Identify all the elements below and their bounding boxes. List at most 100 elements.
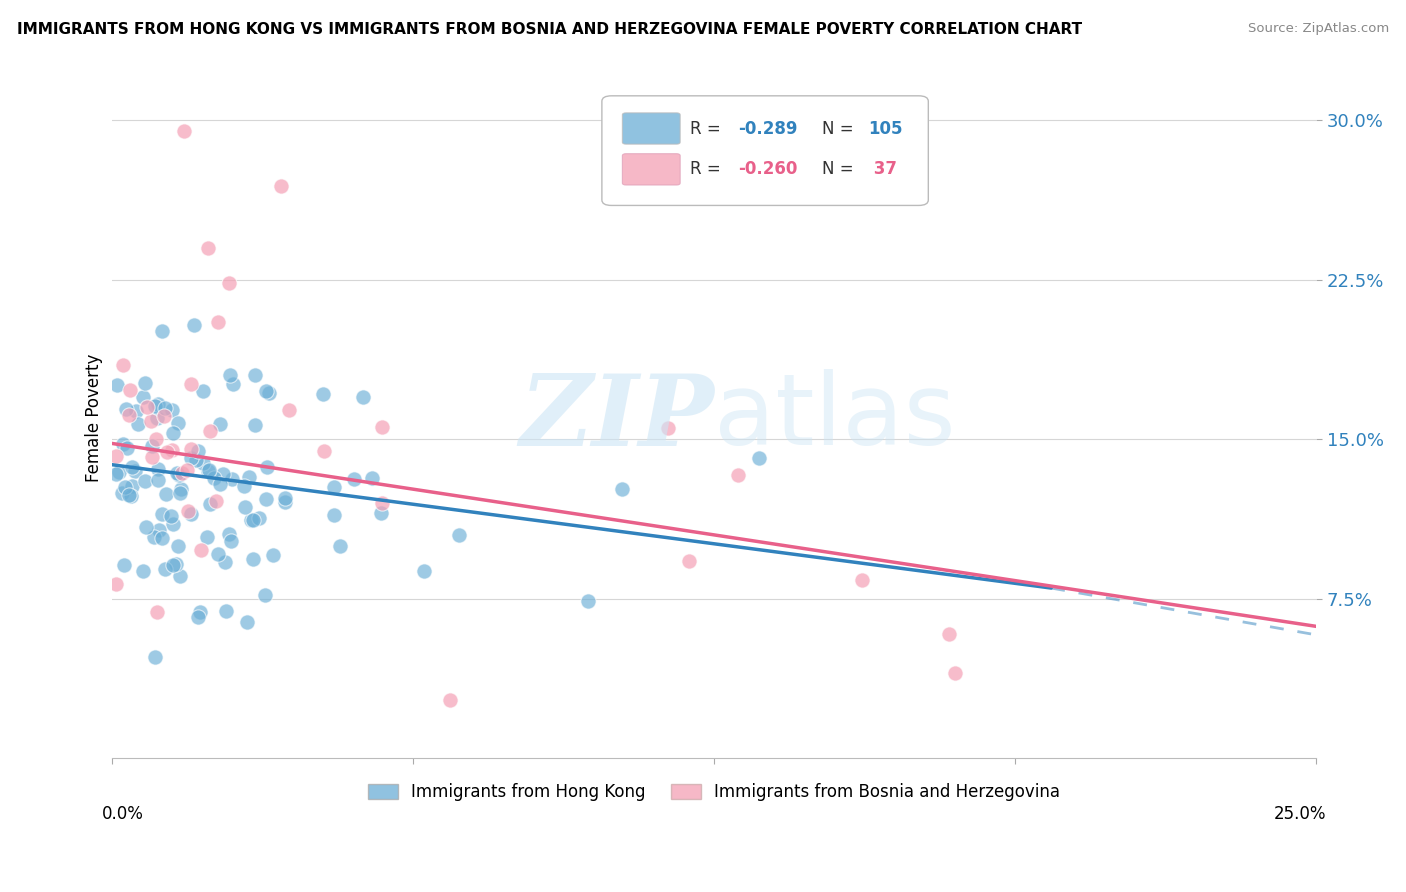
Point — [150, 507, 173, 521]
Point — [153, 409, 176, 424]
Point — [187, 610, 209, 624]
Point — [207, 548, 229, 562]
Point — [198, 497, 221, 511]
Point — [242, 513, 264, 527]
Point — [111, 486, 134, 500]
Point — [191, 384, 214, 399]
Point — [214, 555, 236, 569]
Text: -0.260: -0.260 — [738, 161, 797, 178]
Point — [221, 472, 243, 486]
Point — [262, 548, 284, 562]
Point — [120, 383, 142, 397]
Point — [202, 471, 225, 485]
Point — [180, 377, 202, 392]
Point — [243, 368, 266, 382]
Text: -0.289: -0.289 — [738, 120, 797, 137]
Point — [371, 420, 394, 434]
Point — [112, 358, 135, 372]
Point — [412, 565, 434, 579]
Point — [135, 520, 157, 534]
Point — [160, 442, 183, 457]
Point — [197, 241, 219, 255]
Text: ZIP: ZIP — [519, 369, 714, 467]
Point — [198, 463, 221, 477]
Point — [167, 468, 190, 483]
Text: IMMIGRANTS FROM HONG KONG VS IMMIGRANTS FROM BOSNIA AND HERZEGOVINA FEMALE POVER: IMMIGRANTS FROM HONG KONG VS IMMIGRANTS … — [17, 22, 1083, 37]
Point — [176, 463, 198, 477]
Point — [322, 480, 344, 494]
Point — [118, 408, 141, 422]
FancyBboxPatch shape — [623, 113, 681, 145]
Point — [148, 474, 170, 488]
Point — [120, 490, 142, 504]
Point — [253, 589, 276, 603]
Point — [162, 558, 184, 573]
Point — [150, 531, 173, 545]
Point — [943, 666, 966, 681]
Point — [125, 403, 148, 417]
Point — [343, 472, 366, 486]
Point — [167, 539, 190, 553]
Point — [238, 470, 260, 484]
Point — [141, 439, 163, 453]
Point — [188, 605, 211, 619]
Point — [610, 482, 633, 496]
Point — [218, 527, 240, 541]
Point — [205, 493, 228, 508]
Point — [139, 414, 162, 428]
Point — [105, 449, 128, 463]
Point — [105, 467, 128, 481]
Point — [576, 594, 599, 608]
Point — [257, 386, 280, 401]
Point — [148, 524, 170, 538]
Legend: Immigrants from Hong Kong, Immigrants from Bosnia and Herzegovina: Immigrants from Hong Kong, Immigrants fr… — [368, 783, 1060, 801]
Point — [748, 451, 770, 466]
Point — [938, 627, 960, 641]
Point — [274, 495, 297, 509]
Point — [180, 450, 202, 465]
Point — [851, 573, 873, 587]
Point — [312, 444, 335, 458]
Point — [727, 468, 749, 483]
Text: 0.0%: 0.0% — [103, 805, 143, 823]
Point — [162, 517, 184, 532]
Point — [187, 443, 209, 458]
Point — [145, 650, 167, 665]
Point — [169, 486, 191, 500]
Point — [105, 378, 128, 392]
Point — [131, 390, 153, 404]
Point — [439, 693, 461, 707]
Point — [141, 450, 163, 465]
Point — [215, 604, 238, 618]
Point — [370, 507, 392, 521]
Point — [167, 417, 190, 431]
Point — [218, 276, 240, 290]
Point — [245, 417, 267, 432]
Point — [184, 453, 207, 467]
Point — [150, 324, 173, 338]
Point — [112, 436, 135, 450]
Point — [233, 500, 256, 514]
Point — [145, 432, 167, 446]
Point — [212, 467, 235, 481]
Text: R =: R = — [690, 161, 725, 178]
Point — [256, 460, 278, 475]
Point — [678, 554, 700, 568]
Point — [160, 508, 183, 523]
Point — [219, 533, 242, 548]
Point — [180, 442, 202, 456]
Text: 105: 105 — [868, 120, 903, 137]
Point — [449, 528, 471, 542]
Point — [173, 123, 195, 137]
Point — [371, 496, 394, 510]
Point — [156, 445, 179, 459]
Point — [190, 543, 212, 558]
Point — [146, 462, 169, 476]
Point — [170, 482, 193, 496]
Point — [108, 465, 131, 479]
Point — [142, 530, 165, 544]
Text: atlas: atlas — [714, 369, 956, 467]
Point — [278, 402, 301, 417]
Point — [155, 487, 177, 501]
Point — [180, 507, 202, 521]
